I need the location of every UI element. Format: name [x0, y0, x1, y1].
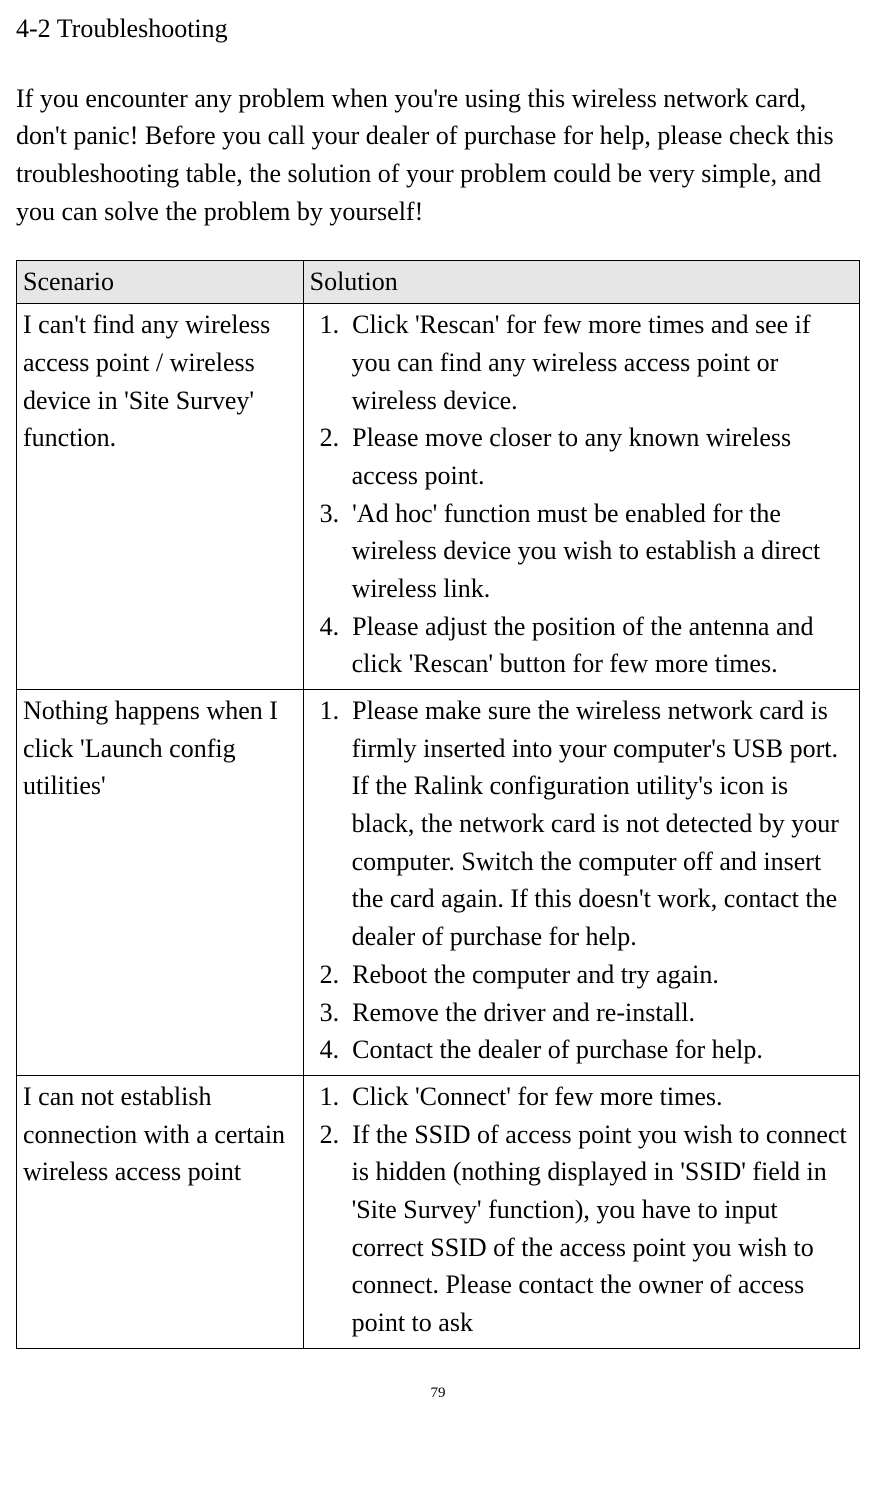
solution-cell: 1. Click 'Rescan' for few more times and…: [303, 304, 859, 690]
list-item: 3. Remove the driver and re-install.: [310, 994, 853, 1032]
section-heading: 4-2 Troubleshooting: [16, 10, 860, 48]
troubleshooting-table: Scenario Solution I can't find any wirel…: [16, 260, 860, 1348]
solution-list: 1. Please make sure the wireless network…: [310, 692, 853, 1069]
solution-list: 1. Click 'Connect' for few more times. 2…: [310, 1078, 853, 1342]
scenario-cell: Nothing happens when I click 'Launch con…: [17, 690, 304, 1076]
solution-cell: 1. Click 'Connect' for few more times. 2…: [303, 1075, 859, 1348]
table-row: I can't find any wireless access point /…: [17, 304, 860, 690]
scenario-cell: I can't find any wireless access point /…: [17, 304, 304, 690]
list-item: 1. Click 'Connect' for few more times.: [310, 1078, 853, 1116]
list-item: 1. Please make sure the wireless network…: [310, 692, 853, 956]
list-item: 4. Contact the dealer of purchase for he…: [310, 1031, 853, 1069]
list-item: 4. Please adjust the position of the ant…: [310, 608, 853, 683]
table-header-scenario: Scenario: [17, 261, 304, 304]
table-header-solution: Solution: [303, 261, 859, 304]
scenario-cell: I can not establish connection with a ce…: [17, 1075, 304, 1348]
list-item: 1. Click 'Rescan' for few more times and…: [310, 306, 853, 419]
table-row: I can not establish connection with a ce…: [17, 1075, 860, 1348]
list-item: 2. If the SSID of access point you wish …: [310, 1116, 853, 1342]
list-item: 2. Please move closer to any known wirel…: [310, 419, 853, 494]
solution-list: 1. Click 'Rescan' for few more times and…: [310, 306, 853, 683]
list-item: 3. 'Ad hoc' function must be enabled for…: [310, 495, 853, 608]
page-number: 79: [16, 1383, 860, 1405]
intro-paragraph: If you encounter any problem when you're…: [16, 80, 860, 231]
list-item: 2. Reboot the computer and try again.: [310, 956, 853, 994]
table-row: Nothing happens when I click 'Launch con…: [17, 690, 860, 1076]
solution-cell: 1. Please make sure the wireless network…: [303, 690, 859, 1076]
